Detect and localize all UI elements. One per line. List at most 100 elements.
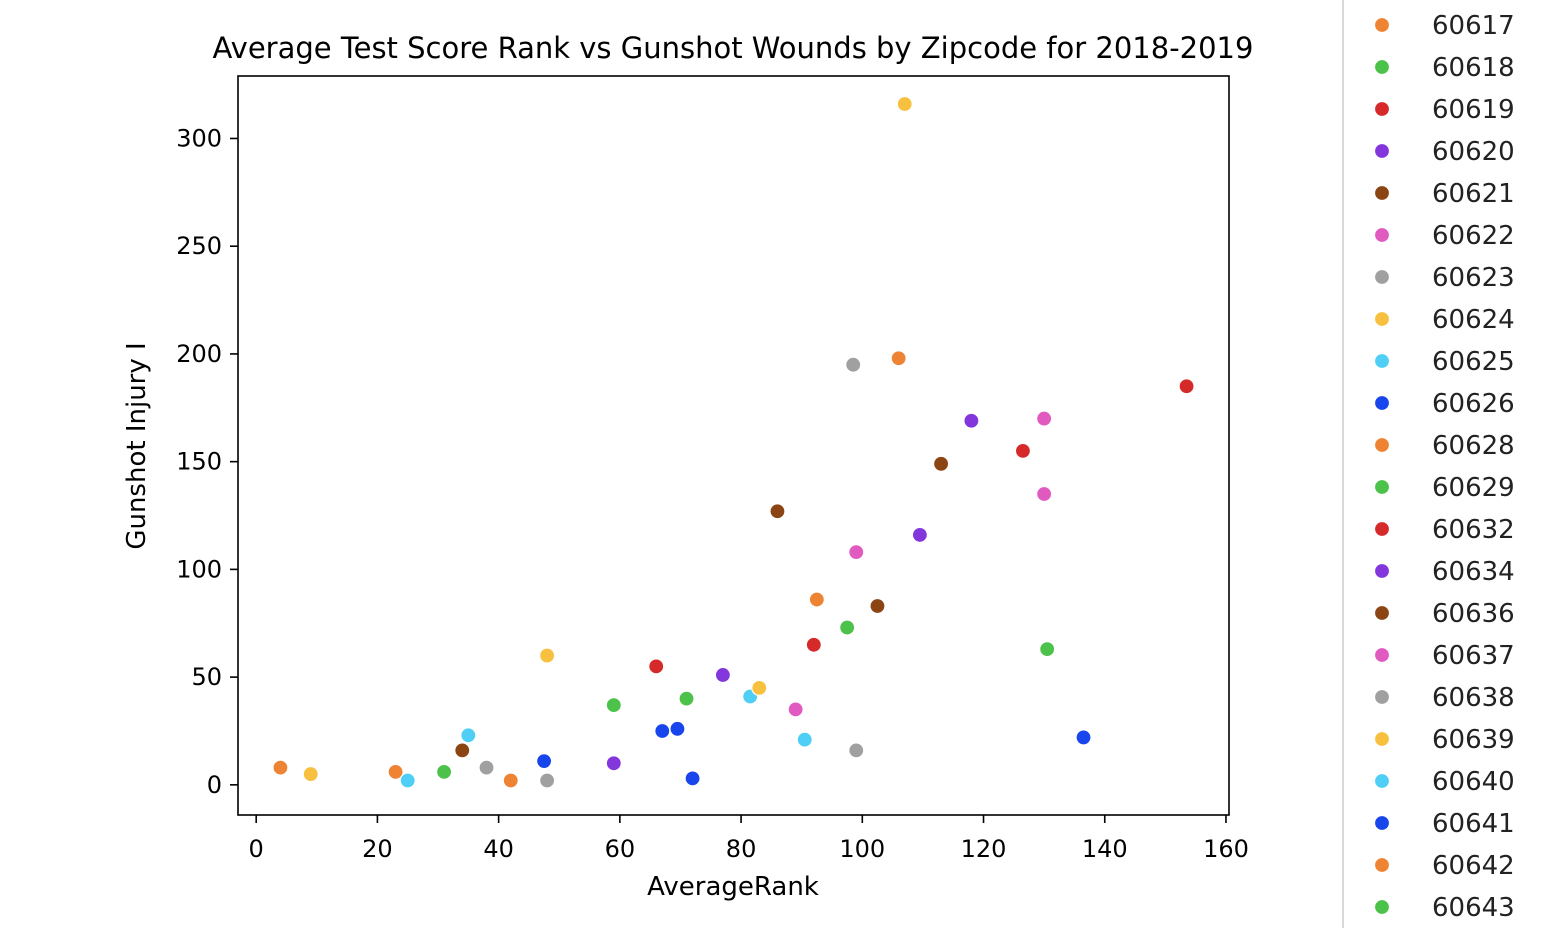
x-tick-label: 20: [362, 835, 393, 863]
legend-label: 60618: [1432, 53, 1515, 83]
x-tick-label: 160: [1203, 835, 1249, 863]
plot-area-frame: [237, 75, 1230, 816]
data-point: [848, 544, 865, 561]
data-point: [387, 763, 404, 781]
legend-item: 60625: [1373, 347, 1515, 377]
legend-label: 60626: [1432, 389, 1515, 419]
x-tick-label: 60: [605, 835, 636, 863]
data-point: [805, 636, 822, 653]
x-tick-labels: 0 20 40 60 80 100 120 140 160: [249, 835, 1249, 863]
data-point: [460, 727, 477, 744]
legend-label: 60621: [1432, 179, 1515, 209]
data-point: [605, 697, 622, 714]
legend-marker: [1373, 16, 1391, 34]
y-tick-label: 50: [191, 663, 222, 691]
legend-item: 60626: [1373, 389, 1515, 419]
legend-label: 60632: [1432, 515, 1515, 545]
legend-marker: [1373, 772, 1391, 790]
y-tick-labels: 0 50 100 150 200 250 300: [176, 124, 222, 798]
legend-marker: [1373, 268, 1391, 286]
legend-marker: [1373, 646, 1391, 664]
data-point: [896, 95, 913, 113]
legend-item: 60638: [1373, 683, 1515, 713]
legend-item: 60622: [1373, 221, 1515, 251]
legend-marker: [1373, 58, 1391, 76]
legend-label: 60623: [1432, 263, 1515, 293]
legend-item: 60632: [1373, 515, 1515, 545]
data-point: [787, 701, 804, 718]
x-tick-label: 40: [483, 835, 514, 863]
y-tick-label: 250: [176, 232, 222, 260]
data-point: [714, 666, 731, 684]
legend-item: 60628: [1373, 431, 1515, 461]
legend-label: 60628: [1432, 431, 1515, 461]
data-point: [751, 679, 768, 696]
legend-label: 60643: [1432, 893, 1515, 923]
data-point: [963, 412, 980, 429]
data-point: [399, 772, 416, 789]
data-point: [502, 772, 519, 789]
data-point: [808, 591, 825, 608]
legend: 60617 60618 60619 60620 60621 60622 60623 60624…: [1373, 11, 1515, 923]
data-point: [932, 455, 950, 472]
legend-marker: [1373, 814, 1391, 832]
legend-item: 60617: [1373, 11, 1515, 41]
legend-label: 60640: [1432, 767, 1515, 797]
data-point: [848, 742, 865, 759]
x-tick-label: 140: [1082, 835, 1128, 863]
legend-marker: [1373, 856, 1391, 874]
legend-item: 60636: [1373, 599, 1515, 629]
legend-marker: [1373, 352, 1391, 370]
data-point: [1014, 442, 1032, 459]
y-tick-label: 150: [176, 448, 222, 476]
x-tick-label: 80: [726, 835, 757, 863]
data-point: [535, 753, 553, 770]
legend-label: 60620: [1432, 137, 1515, 167]
legend-marker: [1373, 688, 1391, 706]
legend-label: 60639: [1432, 725, 1515, 755]
legend-label: 60638: [1432, 683, 1515, 713]
legend-label: 60641: [1432, 809, 1515, 839]
legend-item: 60619: [1373, 95, 1515, 125]
data-point: [1036, 410, 1053, 427]
data-point: [1075, 729, 1092, 746]
data-point: [1036, 485, 1053, 503]
legend-item: 60643: [1373, 893, 1515, 923]
data-point: [1039, 641, 1056, 658]
y-axis-label: Gunshot Injury I: [122, 342, 152, 549]
data-point: [1178, 378, 1195, 395]
legend-label: 60637: [1432, 641, 1515, 671]
legend-label: 60636: [1432, 599, 1515, 629]
legend-label: 60634: [1432, 557, 1515, 587]
legend-marker: [1373, 604, 1391, 622]
data-point: [454, 742, 471, 759]
legend-item: 60634: [1373, 557, 1515, 587]
legend-item: 60639: [1373, 725, 1515, 755]
y-tick-label: 100: [176, 555, 222, 583]
legend-marker: [1373, 310, 1391, 328]
data-point: [769, 503, 786, 520]
legend-item: 60637: [1373, 641, 1515, 671]
chart-title: Average Test Score Rank vs Gunshot Wound…: [213, 31, 1254, 65]
data-point: [669, 720, 686, 737]
legend-marker: [1373, 478, 1391, 496]
x-tick-label: 100: [839, 835, 885, 863]
legend-label: 60622: [1432, 221, 1515, 251]
data-point: [435, 763, 453, 781]
data-point: [654, 722, 671, 740]
legend-marker: [1373, 184, 1391, 202]
legend-marker: [1373, 436, 1391, 454]
legend-marker: [1373, 226, 1391, 244]
data-point: [678, 690, 695, 707]
y-tick-label: 0: [207, 771, 222, 799]
data-point: [539, 772, 556, 789]
legend-marker: [1373, 394, 1391, 412]
y-tick-label: 200: [176, 340, 222, 368]
data-point: [845, 356, 862, 373]
legend-label: 60624: [1432, 305, 1515, 335]
legend-label: 60619: [1432, 95, 1515, 125]
data-points: [272, 95, 1195, 789]
x-tick-label: 0: [249, 835, 264, 863]
data-point: [911, 526, 928, 544]
